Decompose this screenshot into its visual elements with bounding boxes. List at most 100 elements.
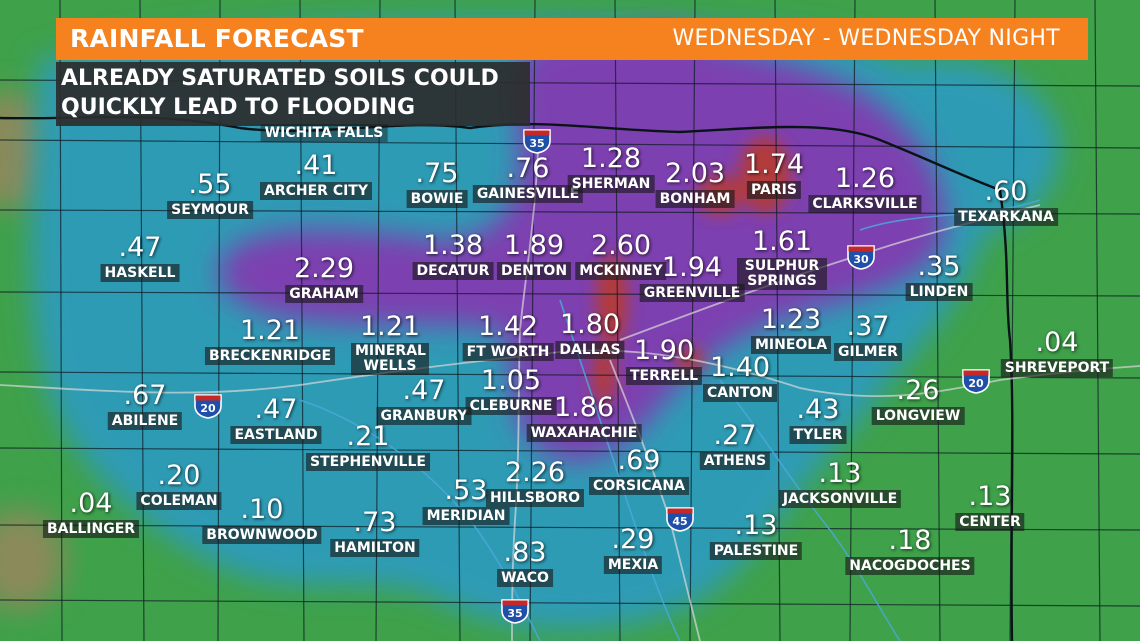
city-name: LONGVIEW — [871, 407, 965, 425]
city-marker-nacogdoches: .18 NACOGDOCHES — [845, 525, 975, 575]
rainfall-amount: .55 — [188, 169, 232, 200]
city-name: COLEMAN — [136, 492, 222, 510]
interstate-30-shield: 30 — [846, 244, 876, 270]
city-marker-ballinger: .04 BALLINGER — [42, 490, 140, 538]
city-name: BALLINGER — [42, 520, 140, 538]
city-name: STEPHENVILLE — [306, 453, 430, 471]
city-name: GRANBURY — [376, 407, 472, 425]
city-name: CLARKSVILLE — [808, 195, 922, 213]
rainfall-amount: .67 — [123, 380, 167, 411]
rainfall-amount: .53 — [444, 475, 488, 506]
interstate-20-east-shield: 20 — [961, 368, 991, 394]
city-marker-denton: 1.89 DENTON — [496, 230, 572, 280]
city-name: ATHENS — [699, 452, 771, 470]
city-marker-gainesville: .76 GAINESVILLE — [472, 155, 584, 203]
region-name: WICHITA FALLS — [260, 124, 388, 142]
city-name: LINDEN — [905, 283, 973, 301]
city-marker-dallas: 1.80 DALLAS — [555, 311, 625, 359]
rainfall-amount: .20 — [157, 460, 201, 491]
city-name: SULPHUR SPRINGS — [737, 258, 827, 290]
city-marker-graham: 2.29 GRAHAM — [285, 255, 363, 303]
city-name: PALESTINE — [709, 542, 803, 560]
city-marker-longview: .26 LONGVIEW — [871, 375, 965, 425]
rainfall-amount: .27 — [713, 420, 757, 451]
rainfall-amount: 1.94 — [661, 252, 723, 283]
city-marker-haskell: .47 HASKELL — [100, 234, 180, 282]
city-name: BROWNWOOD — [202, 526, 322, 544]
city-name: PARIS — [747, 181, 801, 199]
city-name: FT WORTH — [462, 343, 554, 361]
rainfall-amount: 1.42 — [477, 311, 539, 342]
city-marker-coleman: .20 COLEMAN — [136, 460, 222, 510]
interstate-20-west-shield: 20 — [193, 393, 223, 419]
rainfall-amount: .29 — [611, 524, 655, 555]
rainfall-amount: 1.90 — [633, 335, 695, 366]
city-name: NACOGDOCHES — [845, 557, 975, 575]
city-name: SEYMOUR — [167, 201, 253, 219]
city-marker-clarksville: 1.26 CLARKSVILLE — [808, 165, 922, 213]
rainfall-amount: 2.60 — [590, 230, 652, 261]
city-marker-jacksonville: .13 JACKSONVILLE — [778, 458, 902, 508]
interstate-35-north-shield: 35 — [522, 128, 552, 154]
rainfall-amount: .18 — [888, 525, 932, 556]
interstate-number: 30 — [853, 253, 869, 266]
rainfall-amount: .21 — [346, 421, 390, 452]
city-name: MCKINNEY — [575, 262, 667, 280]
city-name: CLEBURNE — [465, 397, 557, 415]
forecast-title: RAINFALL FORECAST — [70, 24, 364, 53]
forecast-period: WEDNESDAY - WEDNESDAY NIGHT — [672, 26, 1060, 51]
city-marker-canton: 1.40 CANTON — [703, 354, 777, 402]
city-marker-mckinney: 2.60 MCKINNEY — [575, 230, 667, 280]
city-name: SHERMAN — [567, 175, 655, 193]
rainfall-amount: 1.89 — [503, 230, 565, 261]
city-marker-bowie: .75 BOWIE — [406, 160, 468, 208]
city-marker-ft-worth: 1.42 FT WORTH — [462, 311, 554, 361]
rainfall-amount: .41 — [294, 150, 338, 181]
city-marker-bonham: 2.03 BONHAM — [655, 160, 735, 208]
city-name: GRAHAM — [285, 285, 363, 303]
city-marker-texarkana: .60 TEXARKANA — [954, 178, 1058, 226]
city-name: SHREVEPORT — [1000, 359, 1114, 377]
city-name: DALLAS — [555, 341, 625, 359]
rainfall-amount: .26 — [896, 375, 940, 406]
rainfall-amount: .83 — [503, 537, 547, 568]
rainfall-amount: .69 — [617, 445, 661, 476]
city-marker-greenville: 1.94 GREENVILLE — [639, 252, 745, 302]
city-marker-athens: .27 ATHENS — [699, 420, 771, 470]
city-marker-archer-city: .41 ARCHER CITY — [260, 152, 372, 200]
rainfall-amount: .04 — [1035, 327, 1079, 358]
city-name: TERRELL — [625, 367, 703, 385]
city-name: CENTER — [955, 513, 1025, 531]
city-name: ABILENE — [107, 412, 183, 430]
city-name: CORSICANA — [589, 477, 689, 495]
shield-icon — [501, 599, 529, 624]
city-name: EASTLAND — [230, 426, 322, 444]
shield-icon — [194, 394, 222, 419]
rainfall-amount: .13 — [818, 458, 862, 489]
shield-icon — [962, 369, 990, 394]
rainfall-amount: 1.74 — [743, 149, 805, 180]
rainfall-amount: 2.26 — [504, 457, 566, 488]
interstate-35-south-shield: 35 — [500, 598, 530, 624]
city-name: GAINESVILLE — [472, 185, 584, 203]
rainfall-amount: .43 — [796, 394, 840, 425]
interstate-number: 45 — [672, 515, 688, 528]
rainfall-amount: 1.38 — [422, 230, 484, 261]
rainfall-amount: 1.61 — [751, 226, 813, 257]
rainfall-amount: .13 — [968, 481, 1012, 512]
city-name: HILLSBORO — [485, 489, 585, 507]
city-marker-terrell: 1.90 TERRELL — [625, 335, 703, 385]
city-marker-brownwood: .10 BROWNWOOD — [202, 496, 322, 544]
city-name: ARCHER CITY — [260, 182, 372, 200]
city-name: BOWIE — [406, 190, 468, 208]
city-marker-waxahachie: 1.86 WAXAHACHIE — [526, 394, 642, 442]
rainfall-amount: 1.21 — [359, 311, 421, 342]
city-name: JACKSONVILLE — [778, 490, 902, 508]
city-marker-paris: 1.74 PARIS — [744, 151, 804, 199]
city-name: WACO — [497, 569, 553, 587]
rainfall-amount: .73 — [353, 507, 397, 538]
shield-icon — [847, 245, 875, 270]
city-name: MINERAL WELLS — [351, 343, 429, 375]
rainfall-amount: .60 — [984, 176, 1028, 207]
